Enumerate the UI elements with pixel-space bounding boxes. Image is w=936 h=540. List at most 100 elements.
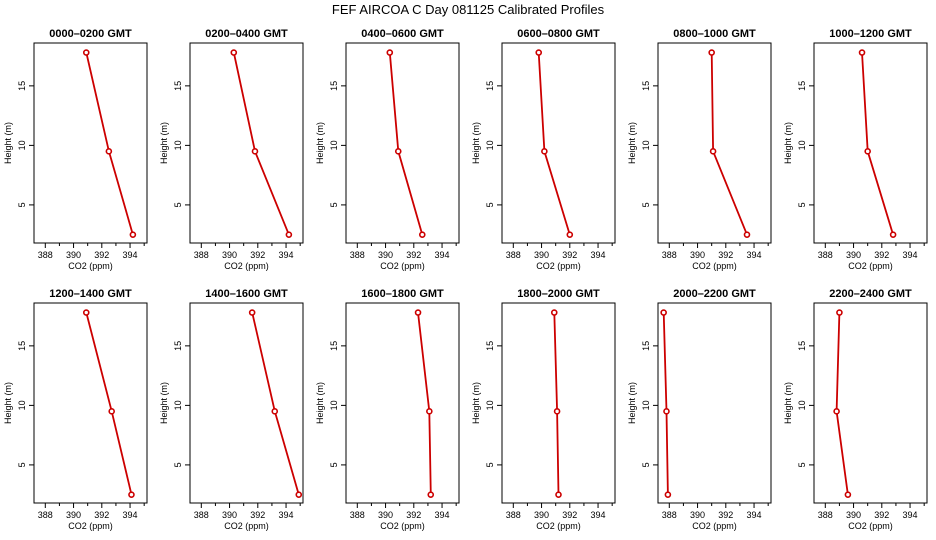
x-tick-label: 390 <box>222 510 237 520</box>
figure-title: FEF AIRCOA C Day 081125 Calibrated Profi… <box>331 2 605 17</box>
x-tick-label: 388 <box>194 510 209 520</box>
data-point <box>128 491 135 498</box>
x-tick-label: 390 <box>690 510 705 520</box>
y-tick-label: 5 <box>797 202 807 207</box>
y-tick-label: 10 <box>485 400 495 410</box>
data-point <box>844 491 852 498</box>
y-tick-label: 15 <box>485 341 495 351</box>
x-tick-label: 390 <box>378 250 393 260</box>
x-tick-label: 394 <box>747 250 762 260</box>
y-tick-label: 10 <box>797 140 807 150</box>
x-tick-label: 388 <box>38 510 53 520</box>
x-tick-label: 394 <box>435 250 450 260</box>
profile-line <box>232 52 290 236</box>
profile-line <box>417 312 432 495</box>
x-tick-label: 392 <box>94 510 109 520</box>
x-tick-label: 394 <box>903 250 918 260</box>
data-point <box>418 231 426 238</box>
x-tick-label: 392 <box>250 250 265 260</box>
data-point <box>129 231 137 238</box>
y-tick-label: 10 <box>641 400 651 410</box>
x-tick-label: 394 <box>747 510 762 520</box>
panel-2: 0200–0400 GMT 388 390 392 394 5 10 15 CO2 (ppm) H… <box>159 28 304 271</box>
x-axis-label: CO2 (ppm) <box>692 261 737 271</box>
y-axis-label: Height (m) <box>627 382 637 424</box>
y-tick-label: 5 <box>641 202 651 207</box>
x-tick-label: 394 <box>591 510 606 520</box>
x-tick-label: 390 <box>690 250 705 260</box>
x-tick-label: 388 <box>350 510 365 520</box>
x-tick-label: 394 <box>279 250 294 260</box>
x-axis-label: CO2 (ppm) <box>224 521 269 531</box>
profile-line <box>537 52 571 235</box>
panel-4: 0600–0800 GMT 388 390 392 394 5 10 15 CO2 (ppm) H… <box>471 28 616 271</box>
y-tick-label: 5 <box>173 202 183 207</box>
x-tick-label: 392 <box>718 510 733 520</box>
x-tick-label: 394 <box>279 510 294 520</box>
x-tick-label: 394 <box>591 250 606 260</box>
y-tick-label: 15 <box>641 81 651 91</box>
x-tick-label: 390 <box>846 250 861 260</box>
y-axis-label: Height (m) <box>783 122 793 164</box>
profile-line <box>251 312 300 495</box>
data-point <box>105 148 113 155</box>
panel-9: 1600–1800 GMT 388 390 392 394 5 10 15 CO2 (ppm) H… <box>315 288 460 531</box>
y-axis-label: Height (m) <box>471 382 481 424</box>
y-axis-label: Height (m) <box>159 382 169 424</box>
x-tick-label: 388 <box>506 250 521 260</box>
data-point <box>108 408 115 415</box>
profile-line <box>861 52 894 235</box>
x-axis-label: CO2 (ppm) <box>68 521 113 531</box>
x-tick-label: 392 <box>94 250 109 260</box>
panel-title: 1400–1600 GMT <box>205 288 288 300</box>
x-tick-label: 388 <box>38 250 53 260</box>
x-tick-label: 390 <box>534 510 549 520</box>
data-point <box>295 491 303 498</box>
profile-line <box>85 52 134 235</box>
panel-title: 0400–0600 GMT <box>361 28 444 40</box>
data-point <box>836 309 843 316</box>
x-axis-label: CO2 (ppm) <box>68 261 113 271</box>
data-point <box>541 148 548 155</box>
plot-frame <box>189 302 304 504</box>
data-point <box>663 408 670 415</box>
y-tick-label: 10 <box>797 400 807 410</box>
y-tick-label: 15 <box>17 81 27 91</box>
y-tick-label: 5 <box>797 462 807 467</box>
y-tick-label: 15 <box>485 81 495 91</box>
x-tick-label: 388 <box>818 250 833 260</box>
plot-frame <box>33 42 148 244</box>
x-tick-label: 392 <box>562 250 577 260</box>
x-axis-label: CO2 (ppm) <box>380 261 425 271</box>
panel-1: 0000–0200 GMT 388 390 392 394 5 10 15 CO2 (ppm) H… <box>3 28 148 271</box>
y-tick-label: 10 <box>329 140 339 150</box>
x-axis-label: CO2 (ppm) <box>536 261 581 271</box>
y-tick-label: 15 <box>173 81 183 91</box>
y-tick-label: 10 <box>485 140 495 150</box>
panel-3: 0400–0600 GMT 388 390 392 394 5 10 15 CO2 (ppm) H… <box>315 28 460 271</box>
plot-frame <box>501 42 616 244</box>
x-axis-label: CO2 (ppm) <box>848 521 893 531</box>
data-point <box>889 231 897 238</box>
x-tick-label: 392 <box>250 510 265 520</box>
y-tick-label: 15 <box>17 341 27 351</box>
y-tick-label: 15 <box>173 341 183 351</box>
y-tick-label: 5 <box>329 202 339 207</box>
x-tick-label: 392 <box>406 250 421 260</box>
data-point <box>555 491 562 498</box>
x-tick-label: 390 <box>846 510 861 520</box>
data-point <box>709 148 717 155</box>
y-tick-label: 5 <box>485 462 495 467</box>
y-axis-label: Height (m) <box>3 122 13 164</box>
y-tick-label: 5 <box>17 202 27 207</box>
x-tick-label: 394 <box>123 510 138 520</box>
data-point <box>386 49 394 56</box>
data-point <box>427 491 435 498</box>
x-tick-label: 392 <box>406 510 421 520</box>
x-tick-label: 388 <box>506 510 521 520</box>
data-point <box>708 49 715 56</box>
plot-frame <box>813 42 928 244</box>
panel-12: 2200–2400 GMT 388 390 392 394 5 10 15 CO2 (ppm) H… <box>783 288 928 531</box>
plot-frame <box>813 302 928 504</box>
plot-frame <box>657 302 772 504</box>
